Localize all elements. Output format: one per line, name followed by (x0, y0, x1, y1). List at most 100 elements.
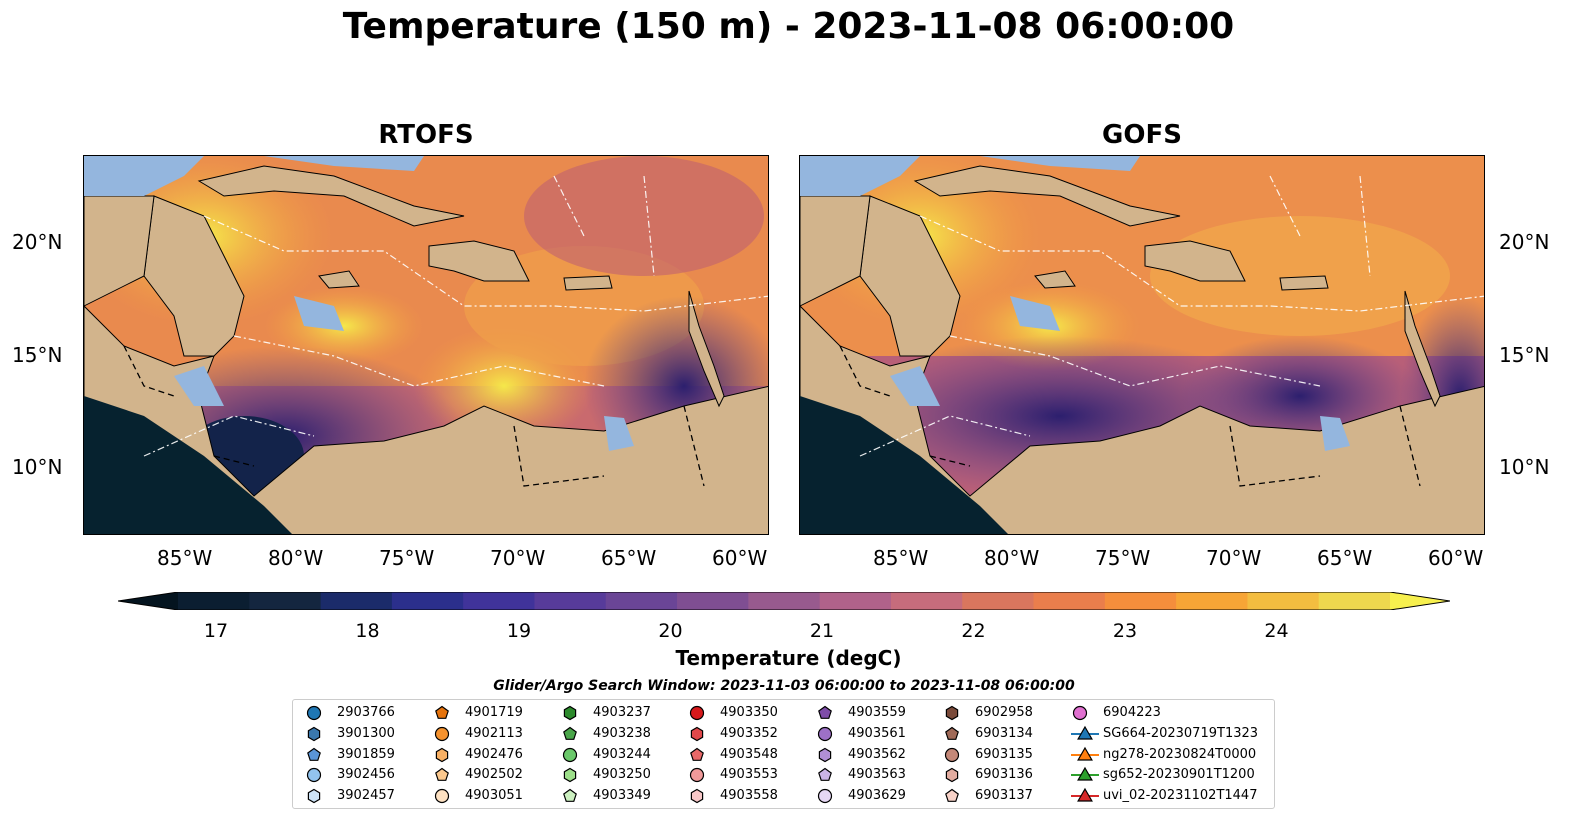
colorbar-segment (534, 592, 607, 610)
gofs-map[interactable] (799, 155, 1485, 535)
legend-marker (945, 726, 959, 740)
legend-marker (689, 705, 705, 721)
legend-marker (945, 705, 959, 721)
legend-marker-triangle (1077, 746, 1093, 761)
legend-label: 4901719 (465, 705, 523, 720)
legend-label: 3901300 (337, 725, 395, 741)
lat-tick-label: 10°N (1499, 455, 1550, 479)
legend-label: 4903553 (720, 767, 778, 783)
lon-tick-label: 75°W (1095, 546, 1151, 570)
legend-label: 4903237 (593, 705, 651, 720)
legend-label: uvi_02-20231102T1447 (1103, 788, 1258, 804)
legend-marker-circle (1072, 705, 1088, 721)
colorbar-segment (1247, 592, 1320, 610)
lat-tick-label: 20°N (1499, 230, 1550, 254)
legend-marker (562, 747, 578, 762)
legend-marker-hexagon (307, 788, 321, 804)
legend-marker-hexagon (563, 705, 577, 721)
legend-marker-circle (817, 726, 833, 741)
legend-label: ng278-20230824T0000 (1103, 746, 1257, 762)
lat-tick-label: 15°N (12, 343, 63, 367)
lon-tick-label: 60°W (1428, 546, 1484, 570)
legend-marker-pentagon (945, 788, 959, 803)
legend-marker-pentagon (818, 768, 832, 782)
legend-marker (944, 747, 960, 762)
colorbar-segment (962, 592, 1035, 610)
legend-marker (817, 789, 833, 804)
legend-label: 4903548 (720, 746, 778, 762)
legend-marker (1072, 705, 1088, 721)
legend-label: 4902476 (465, 746, 523, 762)
legend-marker-triangle (1077, 787, 1093, 802)
legend-marker (434, 726, 450, 741)
colorbar-extend-max (1390, 592, 1450, 610)
colorbar-segment (1176, 592, 1248, 610)
legend-label: 4903238 (593, 725, 651, 741)
legend-label: 3902456 (337, 767, 395, 783)
colorbar-label: Temperature (degC) (675, 646, 902, 670)
colorbar-tick-label: 22 (961, 620, 986, 642)
legend-marker-circle (817, 789, 833, 804)
legend-marker-hexagon (690, 788, 704, 804)
legend-marker (563, 768, 577, 783)
legend-label: 4903250 (593, 767, 651, 783)
legend-marker-circle (689, 705, 705, 721)
lon-tick-label: 65°W (601, 546, 657, 570)
lat-tick-label: 10°N (12, 455, 63, 479)
legend-marker-pentagon (307, 747, 321, 761)
rtofs-map[interactable] (83, 155, 769, 535)
legend-marker (434, 789, 450, 804)
legend-marker-pentagon (563, 726, 577, 740)
legend-marker-hexagon (307, 726, 321, 741)
colorbar-segment (249, 592, 322, 610)
figure-title: Temperature (150 m) - 2023-11-08 06:00:0… (342, 6, 1235, 47)
panel-title-rtofs: RTOFS (378, 120, 474, 150)
legend-marker (1071, 746, 1099, 761)
colorbar-segment (1104, 592, 1177, 610)
legend-marker-hexagon (690, 726, 704, 741)
colorbar-tick-label: 21 (809, 620, 835, 642)
legend-marker (435, 705, 449, 719)
legend-marker (1071, 767, 1099, 781)
legend-marker-circle (689, 768, 705, 783)
legend-marker (690, 788, 704, 804)
legend-marker-pentagon (563, 788, 577, 803)
colorbar-tick-label: 18 (355, 620, 380, 642)
legend-marker (945, 788, 959, 803)
legend-label: 4903352 (720, 725, 778, 741)
colorbar-segment (463, 592, 535, 610)
colorbar-tick-label: 24 (1264, 620, 1289, 642)
legend-marker-triangle (1077, 725, 1093, 740)
legend-marker-pentagon (435, 768, 449, 782)
lon-tick-label: 70°W (1206, 546, 1262, 570)
legend-marker (945, 768, 959, 783)
colorbar-segment (1033, 592, 1106, 610)
legend-marker (817, 726, 833, 741)
legend-label: 6903136 (975, 767, 1033, 783)
colorbar-tick-label: 17 (203, 620, 229, 642)
colorbar-segment (819, 592, 892, 610)
legend-marker (1071, 787, 1099, 802)
colorbar-extend-min (118, 592, 178, 610)
legend-label: 6903134 (975, 725, 1033, 741)
legend-label: 4903350 (720, 705, 778, 720)
lon-tick-label: 65°W (1317, 546, 1373, 570)
legend-label: 2903766 (337, 705, 395, 720)
colorbar-segment (677, 592, 749, 610)
legend-marker (690, 747, 704, 761)
legend-label: 4903629 (848, 788, 906, 804)
legend-marker-hexagon (945, 705, 959, 721)
lon-tick-label: 85°W (873, 546, 929, 570)
legend-label: 6904223 (1103, 705, 1161, 720)
legend-label: 4902502 (465, 767, 523, 783)
legend-label: 4903051 (465, 788, 523, 804)
lon-tick-label: 85°W (157, 546, 213, 570)
legend-marker-circle (944, 747, 960, 762)
legend-label: 6903135 (975, 746, 1033, 762)
lon-tick-label: 75°W (379, 546, 435, 570)
colorbar-segment (1318, 592, 1391, 610)
legend-label: 6903137 (975, 788, 1033, 804)
legend-label: 4902113 (465, 725, 523, 741)
lon-tick-label: 80°W (268, 546, 324, 570)
legend-label: 4903558 (720, 788, 778, 804)
